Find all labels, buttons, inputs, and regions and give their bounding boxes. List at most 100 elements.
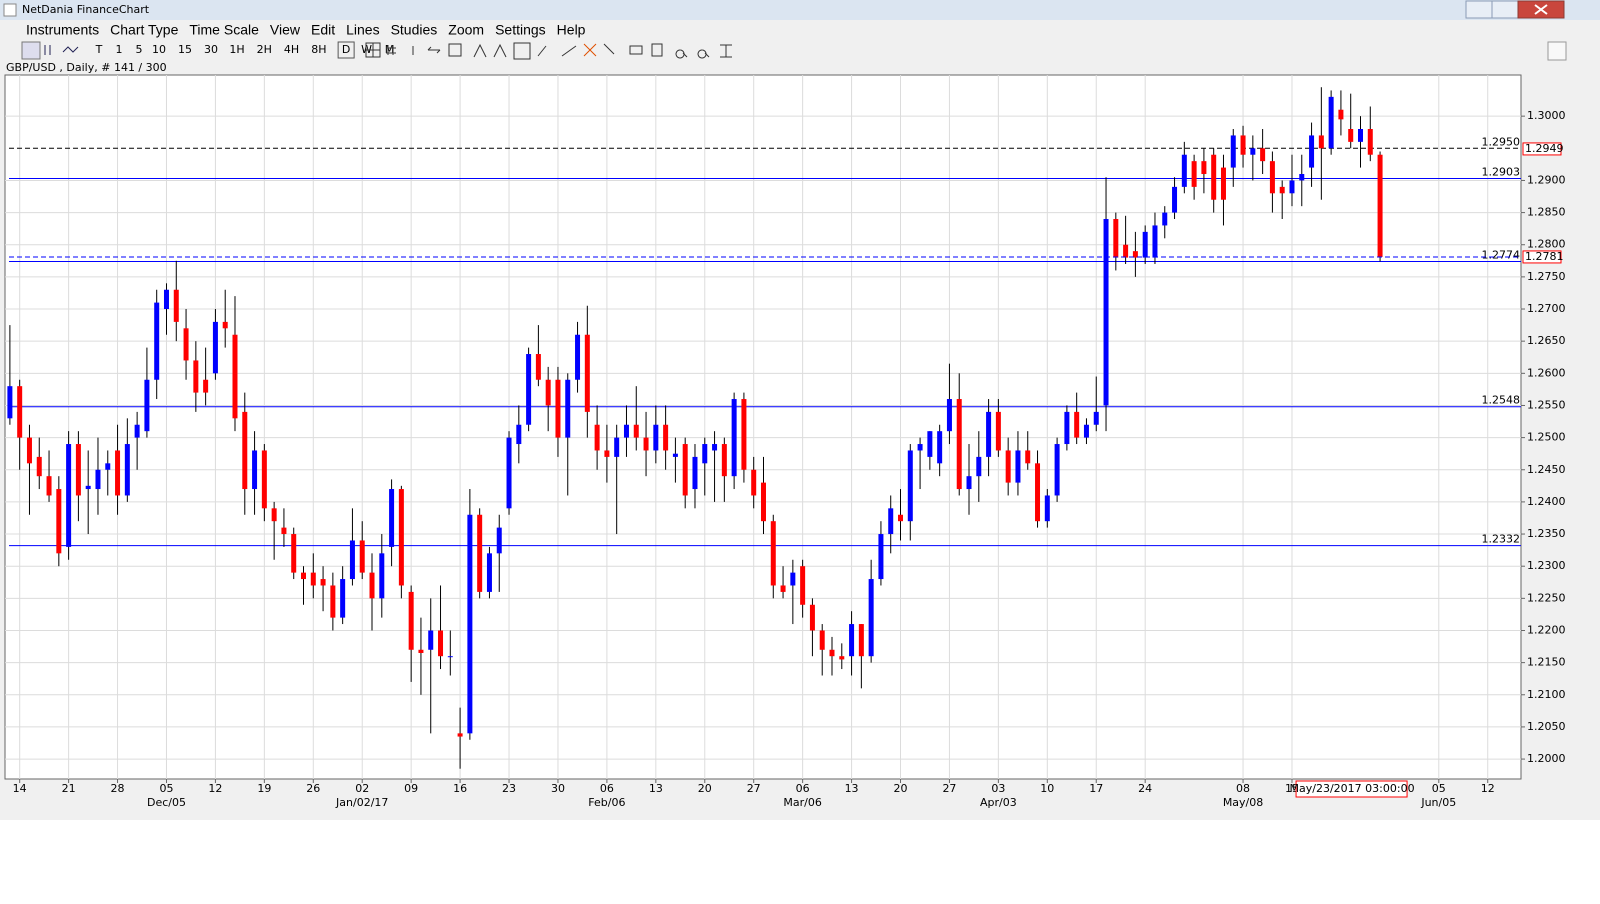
minimize-button[interactable] [1465,0,1493,19]
candle-body [682,444,688,496]
timeframe-button[interactable]: M [385,43,395,56]
candle-body [819,630,825,650]
candle-body [379,553,385,599]
price-marker-box [1522,250,1562,264]
tool-icon[interactable] [675,49,688,59]
candle-body [663,424,669,451]
tool-icon[interactable] [697,49,710,59]
menu-item[interactable]: Help [557,22,586,38]
menu-item[interactable]: Zoom [448,22,484,38]
candle-body [946,399,952,432]
timeframe-button[interactable]: 10 [152,43,166,56]
candle-body [976,456,982,477]
candle-body [1328,96,1334,149]
x-major-label: Feb/06 [588,796,625,809]
candle-body [1103,219,1109,406]
x-major-label: Apr/03 [980,796,1017,809]
maximize-button[interactable] [1491,0,1519,19]
timeframe-button[interactable]: 4H [284,43,299,56]
tool-icon[interactable] [537,45,547,57]
side-button[interactable] [1547,41,1567,61]
menu-item[interactable]: Settings [495,22,546,38]
tool-icon[interactable] [365,42,381,58]
tool-icon[interactable] [720,44,732,58]
y-tick-label: 1.2700 [1527,302,1566,315]
candle-body [1230,135,1236,168]
timeframe-button[interactable]: 5 [136,43,143,56]
timeframe-button[interactable]: 8H [311,43,326,56]
menu-item[interactable]: Studies [391,22,438,38]
tool-button[interactable] [21,41,41,60]
tool-icon[interactable] [493,43,507,58]
horizontal-line-label: 1.2332 [1482,533,1521,546]
x-tick-label: 12 [1481,782,1495,795]
candle-body [584,334,590,412]
timeframe-button[interactable]: 15 [178,43,192,56]
candle-body [721,444,727,477]
timeframe-button[interactable]: D [342,43,350,56]
tool-icon[interactable] [603,43,615,55]
timeframe-button[interactable]: 2H [257,43,272,56]
tool-icon[interactable] [513,42,531,60]
candle-body [252,450,258,490]
tool-icon[interactable] [651,43,663,57]
plot-area [4,74,1522,780]
y-tick-label: 1.2500 [1527,431,1566,444]
candle-body [751,469,757,496]
price-marker-label: 1.2949 [1525,142,1564,155]
timeframe-button[interactable]: T [95,43,103,56]
candle-body [995,411,1001,451]
candle-body [604,450,610,457]
candle-body [849,624,855,657]
menu-item[interactable]: Lines [346,22,379,38]
menu-item[interactable]: View [270,22,301,38]
candle-body [741,399,747,470]
candle-body [809,604,815,631]
candle-body [134,424,140,438]
candle-body [535,354,541,380]
timeframe-button[interactable]: 30 [204,43,218,56]
candle-body [1279,186,1285,194]
menu-item[interactable]: Instruments [26,22,99,38]
candle-body [1260,148,1266,162]
tool-icon[interactable] [427,46,441,54]
x-major-label: Mar/06 [783,796,821,809]
timeframe-button[interactable]: 1H [229,43,244,56]
menu-item[interactable]: Edit [311,22,335,38]
candle-body [653,424,659,451]
candle-body [731,399,737,477]
y-tick-label: 1.3000 [1527,109,1566,122]
candle-body [966,476,972,490]
timeframe-button[interactable]: 1 [116,43,123,56]
menu-item[interactable]: Chart Type [110,22,178,38]
menu-item[interactable]: Time Scale [189,22,259,38]
candle-body [340,579,346,618]
tool-icon[interactable] [44,45,79,55]
tool-icon[interactable] [473,43,487,58]
candle-body [898,514,904,522]
tool-icon[interactable] [629,45,643,55]
candle-body [1054,444,1060,496]
tool-icon[interactable] [386,45,396,55]
candle-body [291,534,297,573]
x-major-label: Dec/05 [147,796,186,809]
candle-body [1357,129,1363,142]
tool-icon[interactable] [561,45,577,57]
candle-body [418,649,424,653]
candle-body [1074,411,1080,438]
candle-body [888,508,894,535]
candle-body [780,585,786,592]
tool-icon[interactable] [583,43,597,57]
y-tick-label: 1.2400 [1527,495,1566,508]
x-major-label: Jun/05 [1420,796,1456,809]
chart: 1.2000 1.2050 1.2100 1.2150 1.2200 1.2250 1.23… [5,75,1566,809]
x-tick-label: 12 [208,782,222,795]
candle-body [115,450,121,496]
candle-body [927,431,933,457]
tool-icon[interactable] [448,43,462,57]
candle-body [1240,135,1246,155]
y-tick-label: 1.2100 [1527,688,1566,701]
candle-body [1035,463,1041,522]
window-title: NetDania FinanceChart [22,3,150,16]
